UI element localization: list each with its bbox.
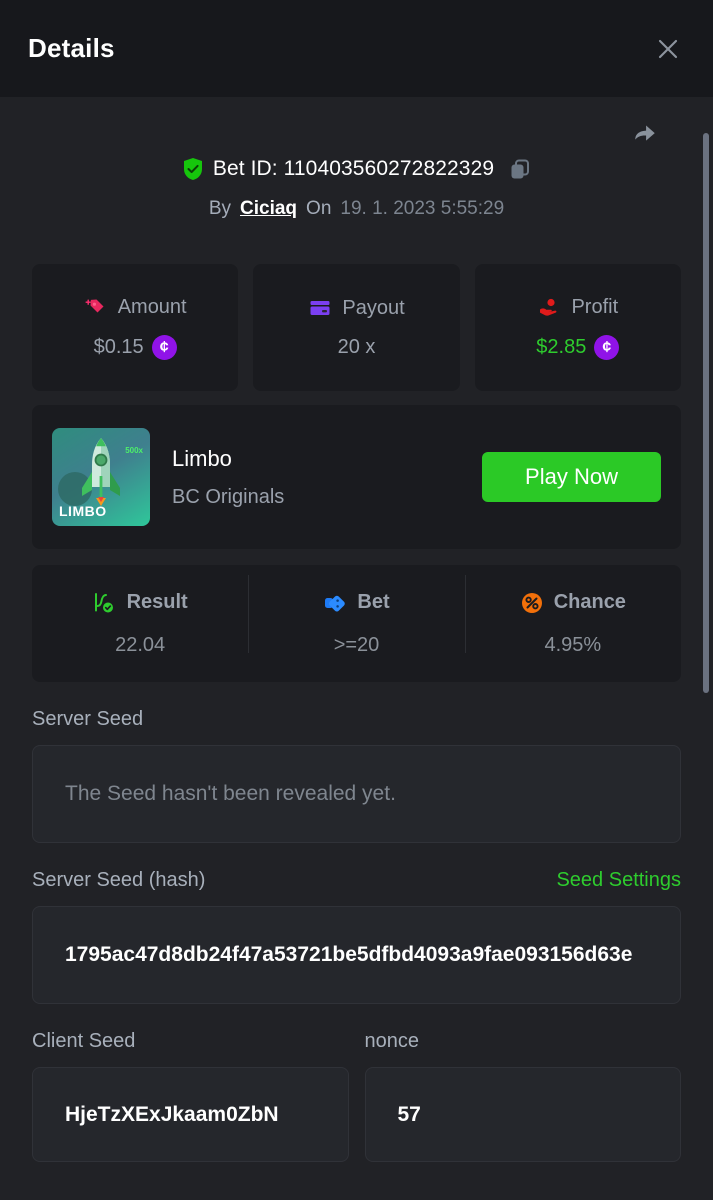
nonce-box[interactable]: 57 <box>364 1067 681 1162</box>
bet-byline: By Ciciaq On 19. 1. 2023 5:55:29 <box>32 198 681 220</box>
thumbnail-title: LIMBO <box>59 503 107 519</box>
share-arrow-icon[interactable] <box>632 119 658 145</box>
result-head: Bet <box>323 591 390 615</box>
stat-label: Amount <box>117 295 187 318</box>
game-card: 500x LIMBO Limbo BC Originals Play Now <box>32 405 681 549</box>
server-seed-box[interactable]: The Seed hasn't been revealed yet. <box>32 745 681 843</box>
close-icon[interactable] <box>651 32 685 66</box>
server-seed-hash-box[interactable]: 1795ac47d8db24f47a53721be5dfbd4093a9fae0… <box>32 906 681 1004</box>
stat-value-wrap: $2.85 ¢ <box>536 335 620 360</box>
chance-percent-icon <box>520 591 544 615</box>
field-head: Client Seed <box>32 1030 349 1053</box>
scrollbar-thumb[interactable] <box>703 133 709 693</box>
result-value: 22.04 <box>115 633 166 656</box>
game-name: Limbo <box>172 445 232 471</box>
result-chart-check-icon <box>93 591 117 615</box>
stat-value-wrap: $0.15 ¢ <box>94 335 177 360</box>
stat-value: $0.15 <box>93 336 144 358</box>
amount-tag-icon <box>84 295 108 319</box>
field-head: nonce <box>365 1030 682 1053</box>
on-label: On <box>306 198 332 219</box>
stat-head: Profit <box>537 295 618 319</box>
modal-header: Details <box>0 0 713 97</box>
server-seed-field: Server Seed The Seed hasn't been reveale… <box>32 708 681 843</box>
stat-cards: Amount $0.15 ¢ Payout <box>32 264 681 391</box>
result-head: Result <box>93 591 188 615</box>
client-seed-field: Client Seed HjeTzXExJkaam0ZbN <box>32 1030 349 1162</box>
field-head: Server Seed (hash) Seed Settings <box>32 869 681 892</box>
stat-card-payout: Payout 20 x <box>253 264 460 391</box>
client-seed-nonce-row: Client Seed HjeTzXExJkaam0ZbN nonce 57 <box>32 1030 681 1162</box>
multiplier-number: 500 <box>125 446 139 455</box>
bet-username-link[interactable]: Ciciaq <box>240 198 298 219</box>
bet-datetime: 19. 1. 2023 5:55:29 <box>340 198 505 219</box>
by-label: By <box>208 198 232 219</box>
shield-check-icon <box>182 157 204 181</box>
nonce-label: nonce <box>364 1030 420 1052</box>
nonce-field: nonce 57 <box>364 1030 682 1162</box>
stat-label: Profit <box>571 295 619 318</box>
server-seed-value: The Seed hasn't been revealed yet. <box>65 782 396 805</box>
game-meta: Limbo BC Originals <box>172 446 460 509</box>
result-head: Chance <box>520 591 626 615</box>
bet-id-row: Bet ID: 110403560272822329 <box>32 157 681 181</box>
bet-id-label: Bet ID: 110403560272822329 <box>212 157 495 180</box>
client-seed-box[interactable]: HjeTzXExJkaam0ZbN <box>32 1067 349 1162</box>
stat-head: Amount <box>84 295 187 319</box>
stat-value: $2.85 <box>536 336 587 358</box>
share-row <box>32 97 681 153</box>
stat-label: Payout <box>342 296 405 319</box>
result-value: >=20 <box>333 633 380 656</box>
result-label: Chance <box>553 591 626 613</box>
result-value: 4.95% <box>544 633 602 656</box>
multiplier-suffix: x <box>138 446 143 455</box>
nonce-value: 57 <box>397 1102 421 1126</box>
result-col-bet: Bet >=20 <box>248 574 464 657</box>
result-col-result: Result 22.04 <box>32 591 248 657</box>
field-head: Server Seed <box>32 708 681 731</box>
result-col-chance: Chance 4.95% <box>464 574 681 657</box>
server-seed-hash-value: 1795ac47d8db24f47a53721be5dfbd4093a9fae0… <box>65 943 633 966</box>
client-seed-label: Client Seed <box>32 1030 136 1052</box>
result-label: Bet <box>357 591 390 613</box>
profit-hand-icon <box>537 295 561 319</box>
stat-card-profit: Profit $2.85 ¢ <box>474 264 681 391</box>
client-seed-value: HjeTzXExJkaam0ZbN <box>65 1102 279 1126</box>
copy-icon[interactable] <box>509 157 531 181</box>
result-label: Result <box>126 591 188 613</box>
modal-body: Bet ID: 110403560272822329 By Ciciaq On … <box>0 97 713 1200</box>
server-seed-hash-field: Server Seed (hash) Seed Settings 1795ac4… <box>32 869 681 1004</box>
bet-tag-icon <box>323 591 347 615</box>
stat-value: 20 x <box>337 336 376 358</box>
game-provider: BC Originals <box>172 485 285 508</box>
payout-card-icon <box>308 296 332 320</box>
play-now-button[interactable]: Play Now <box>482 452 661 502</box>
rocket-icon <box>82 438 120 506</box>
page-title: Details <box>28 33 115 63</box>
server-seed-hash-label: Server Seed (hash) <box>32 869 206 891</box>
server-seed-label: Server Seed <box>32 708 144 730</box>
thumbnail-multiplier: 500x <box>125 442 143 456</box>
currency-coin-icon: ¢ <box>151 335 177 360</box>
stat-card-amount: Amount $0.15 ¢ <box>32 264 239 391</box>
result-summary-row: Result 22.04 Bet >=20 <box>32 565 681 682</box>
seed-settings-link[interactable]: Seed Settings <box>556 869 681 891</box>
game-thumbnail[interactable]: 500x LIMBO <box>52 428 150 526</box>
currency-coin-icon: ¢ <box>594 335 620 360</box>
stat-value-wrap: 20 x <box>338 336 376 359</box>
stat-head: Payout <box>308 296 405 320</box>
